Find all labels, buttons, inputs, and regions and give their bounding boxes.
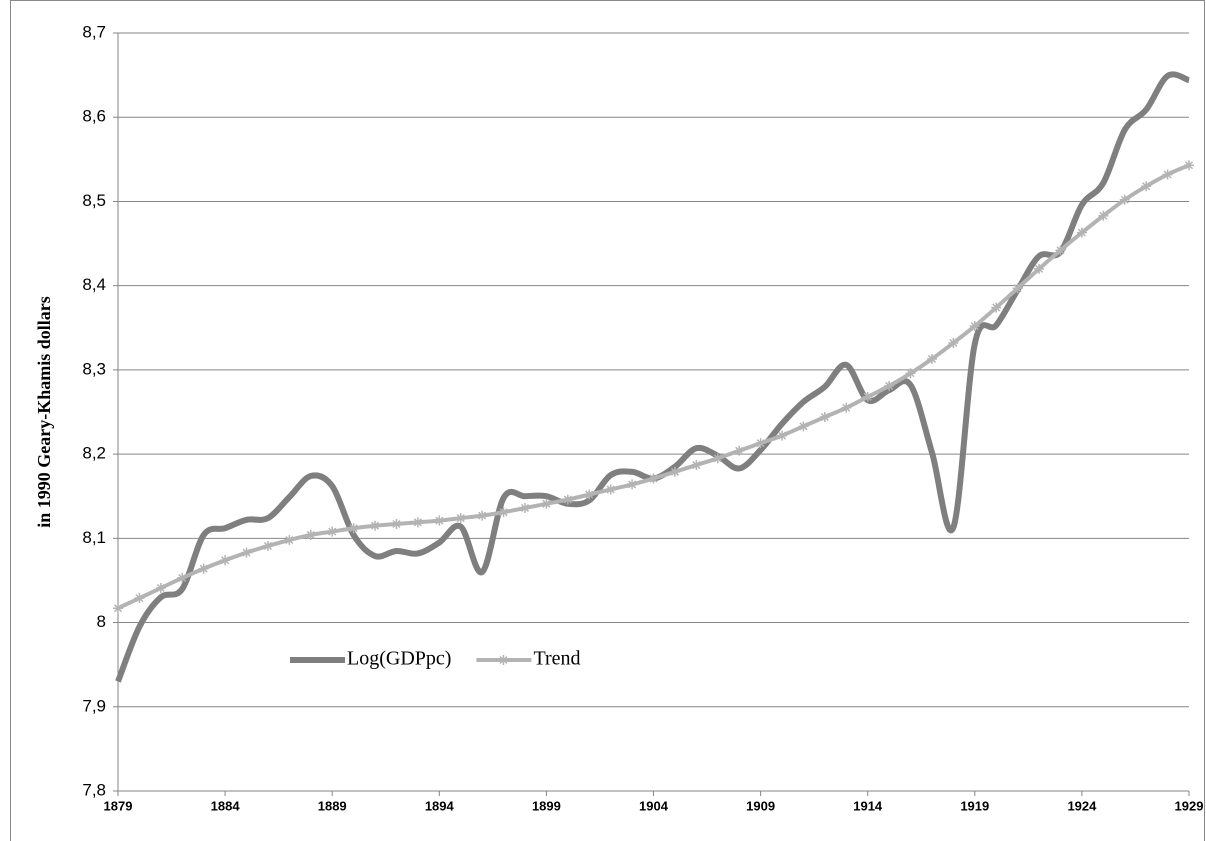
chart-frame <box>10 0 1205 841</box>
point-marker <box>305 529 316 540</box>
x-tick-label: 1884 <box>211 798 241 813</box>
point-marker <box>348 523 359 534</box>
point-marker <box>605 484 616 495</box>
x-tick-label: 1894 <box>425 798 455 813</box>
x-tick-label: 1929 <box>1175 798 1204 813</box>
y-tick-label: 7,9 <box>82 696 106 715</box>
line-series <box>115 71 1190 683</box>
point-marker <box>1055 245 1066 256</box>
point-marker <box>155 583 166 594</box>
x-tick-label: 1899 <box>532 798 561 813</box>
point-marker <box>905 368 916 379</box>
x-tick-label: 1879 <box>104 798 133 813</box>
point-marker <box>862 391 873 402</box>
point-marker <box>884 380 895 391</box>
point-marker <box>1076 227 1087 238</box>
point-marker <box>220 555 231 566</box>
point-marker <box>198 563 209 574</box>
point-marker <box>477 510 488 521</box>
point-marker <box>391 519 402 530</box>
legend-label: Trend <box>533 648 580 670</box>
y-tick-label: 8,4 <box>82 275 106 294</box>
point-marker <box>1184 160 1194 171</box>
point-marker <box>841 402 852 413</box>
point-marker <box>241 547 252 558</box>
point-marker <box>519 503 530 514</box>
point-marker <box>1162 169 1173 180</box>
point-marker <box>1098 210 1109 221</box>
point-marker <box>798 421 809 432</box>
x-tick-label: 1924 <box>1067 798 1097 813</box>
y-tick-label: 8,2 <box>82 444 106 463</box>
x-tick-label: 1904 <box>639 798 669 813</box>
point-marker <box>1012 283 1023 294</box>
point-marker <box>113 603 123 614</box>
point-marker <box>948 337 959 348</box>
point-marker <box>669 466 680 477</box>
point-marker <box>648 473 659 484</box>
point-marker <box>755 438 766 449</box>
legend-marker <box>498 655 509 665</box>
point-marker <box>541 498 552 509</box>
point-marker <box>434 515 445 526</box>
y-tick-label: 8,7 <box>82 22 106 41</box>
point-marker <box>627 479 638 490</box>
point-marker <box>969 321 980 332</box>
point-marker <box>455 513 466 524</box>
point-marker <box>819 412 830 423</box>
y-tick-label: 8,6 <box>82 107 106 126</box>
point-marker <box>370 520 381 531</box>
y-tick-label: 8 <box>97 612 106 631</box>
point-marker <box>991 302 1002 313</box>
point-marker <box>1119 194 1130 205</box>
point-marker <box>134 593 145 604</box>
point-marker <box>1034 263 1045 274</box>
x-tick-label: 1914 <box>853 798 883 813</box>
point-marker <box>584 489 595 500</box>
x-tick-label: 1889 <box>318 798 347 813</box>
point-marker <box>691 460 702 471</box>
point-marker <box>177 572 188 583</box>
y-tick-label: 8,3 <box>82 359 106 378</box>
point-marker <box>284 535 295 546</box>
point-marker <box>926 353 937 364</box>
point-marker <box>412 517 423 528</box>
y-tick-label: 7,8 <box>82 780 106 799</box>
legend-label: Log(GDPpc) <box>347 648 451 670</box>
point-marker <box>712 453 723 464</box>
point-marker <box>327 526 338 537</box>
point-marker <box>498 507 509 518</box>
y-tick-label: 8,1 <box>82 528 106 547</box>
point-marker <box>734 445 745 456</box>
point-marker <box>562 494 573 505</box>
line-series <box>117 163 1190 611</box>
x-tick-label: 1919 <box>960 798 989 813</box>
point-marker <box>262 540 273 551</box>
y-tick-label: 8,5 <box>82 191 106 210</box>
y-axis-label: in 1990 Geary-Khamis dollars <box>34 296 54 528</box>
x-tick-label: 1909 <box>746 798 775 813</box>
point-marker <box>1141 181 1152 192</box>
point-marker <box>777 430 788 441</box>
